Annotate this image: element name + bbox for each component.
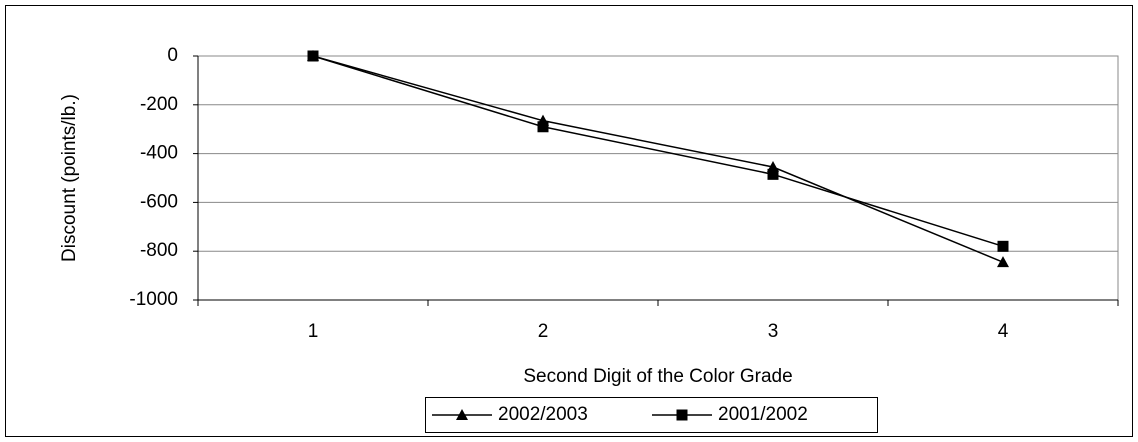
marker-square	[307, 50, 319, 62]
y-tick-label: -200	[140, 94, 178, 115]
series-line	[312, 55, 1004, 263]
y-tick-label: 0	[167, 45, 178, 66]
x-tick-label: 1	[308, 321, 319, 342]
x-tick-label: 4	[998, 321, 1009, 342]
marker-square	[537, 121, 549, 133]
marker-triangle	[997, 256, 1009, 268]
marker-square	[997, 240, 1009, 252]
x-tick-label: 3	[768, 321, 779, 342]
x-axis-title: Second Digit of the Color Grade	[523, 366, 792, 387]
y-tick-label: -400	[140, 143, 178, 164]
series-line	[312, 55, 1004, 248]
marker-square	[676, 409, 688, 421]
y-tick-label: -600	[140, 191, 178, 212]
y-axis-title: Discount (points/lb.)	[59, 94, 80, 262]
y-tick-label: -1000	[129, 289, 178, 310]
x-tick-label: 2	[538, 321, 549, 342]
plot-area	[197, 55, 1119, 301]
legend-label: 2002/2003	[498, 404, 588, 425]
marker-square	[767, 168, 779, 180]
legend	[425, 397, 878, 433]
y-tick-label: -800	[140, 240, 178, 261]
marker-triangle	[456, 409, 468, 420]
legend-label: 2001/2002	[718, 404, 808, 425]
